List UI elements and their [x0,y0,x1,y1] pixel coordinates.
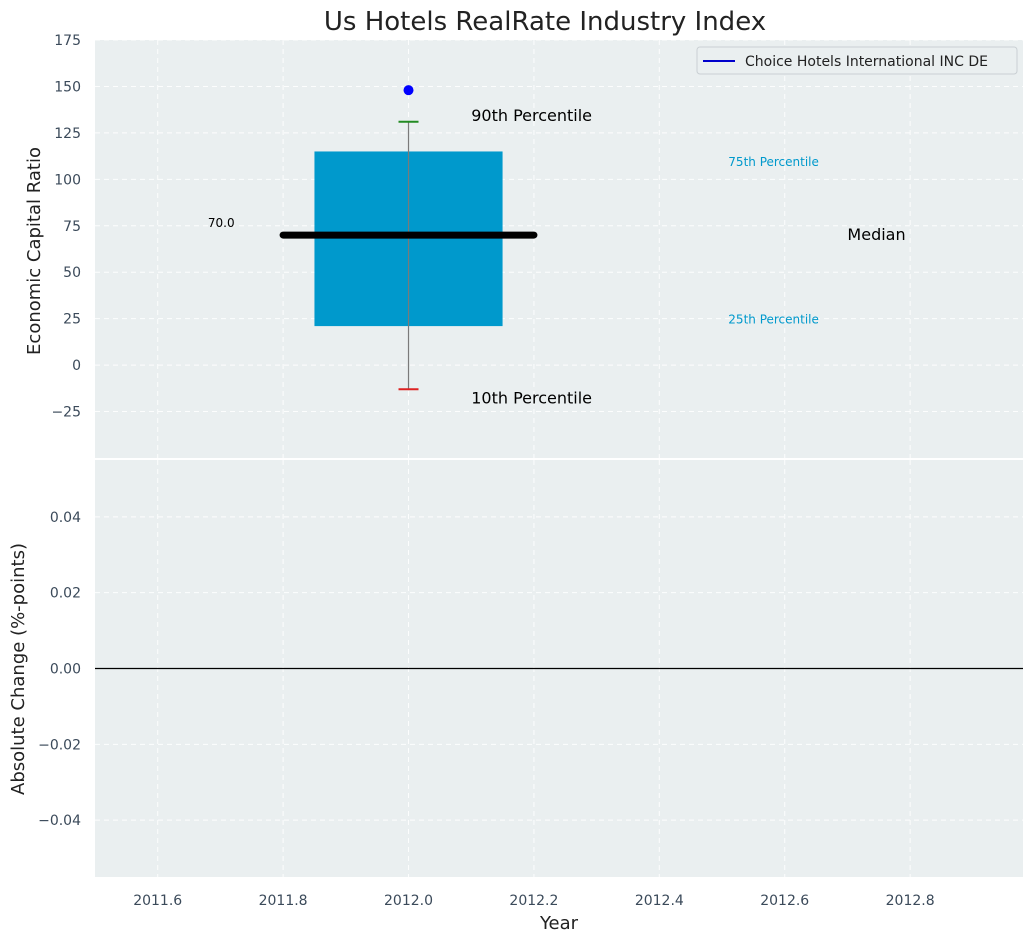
legend: Choice Hotels International INC DE [696,46,1018,75]
top-plot-background [95,40,1023,458]
bottom-y-tick-labels: −0.04 −0.02 0.00 0.02 0.04 [38,510,81,829]
top-y-tick-label: −25 [51,405,81,421]
company-point [403,85,414,96]
bottom-y-axis-title: Absolute Change (%-points) [8,543,29,795]
bottom-y-tick-label: 0.02 [50,586,81,602]
x-tick-label: 2012.8 [886,893,935,909]
x-tick-label: 2012.4 [635,893,684,909]
annotation-label: 90th Percentile [471,106,592,125]
top-y-tick-label: 50 [63,265,81,281]
annotation-label: 25th Percentile [728,313,819,327]
x-tick-label: 2012.0 [384,893,433,909]
top-y-tick-label: 175 [54,33,81,49]
x-tick-label: 2011.6 [133,893,182,909]
bottom-y-tick-label: −0.02 [38,737,81,753]
top-y-tick-label: 100 [54,172,81,188]
legend-box [696,46,1018,75]
bottom-y-tick-label: −0.04 [38,813,81,829]
bottom-panel: −0.04 −0.02 0.00 0.02 0.04 2011.6 2011.8 2012.… [8,460,1023,934]
top-y-tick-label: 0 [72,358,81,374]
bottom-y-tick-label: 0.00 [50,662,81,678]
x-tick-labels: 2011.6 2011.8 2012.0 2012.2 2012.4 2012.6 2012… [133,893,934,909]
top-annotations: 90th Percentile 10th Percentile 75th Perce… [208,106,906,407]
x-tick-label: 2012.2 [509,893,558,909]
annotation-label: Median [847,225,905,244]
top-y-axis-title: Economic Capital Ratio [24,147,45,355]
top-y-tick-label: 125 [54,126,81,142]
top-y-tick-label: 150 [54,79,81,95]
annotation-label: 10th Percentile [471,389,592,408]
top-y-tick-label: 75 [63,219,81,235]
x-tick-label: 2012.6 [760,893,809,909]
top-y-tick-labels: −25 0 25 50 75 100 125 150 175 [51,33,81,421]
annotation-label: 70.0 [208,216,235,230]
chart-title: Us Hotels RealRate Industry Index [324,7,766,37]
x-axis-title: Year [539,913,579,934]
legend-label: Choice Hotels International INC DE [745,54,988,70]
top-y-tick-label: 25 [63,312,81,328]
x-tick-label: 2011.8 [259,893,308,909]
bottom-y-tick-label: 0.04 [50,510,81,526]
top-marks [279,85,538,391]
annotation-label: 75th Percentile [728,155,819,169]
top-panel: −25 0 25 50 75 100 125 150 175 90th Percentile 10… [24,33,1023,458]
